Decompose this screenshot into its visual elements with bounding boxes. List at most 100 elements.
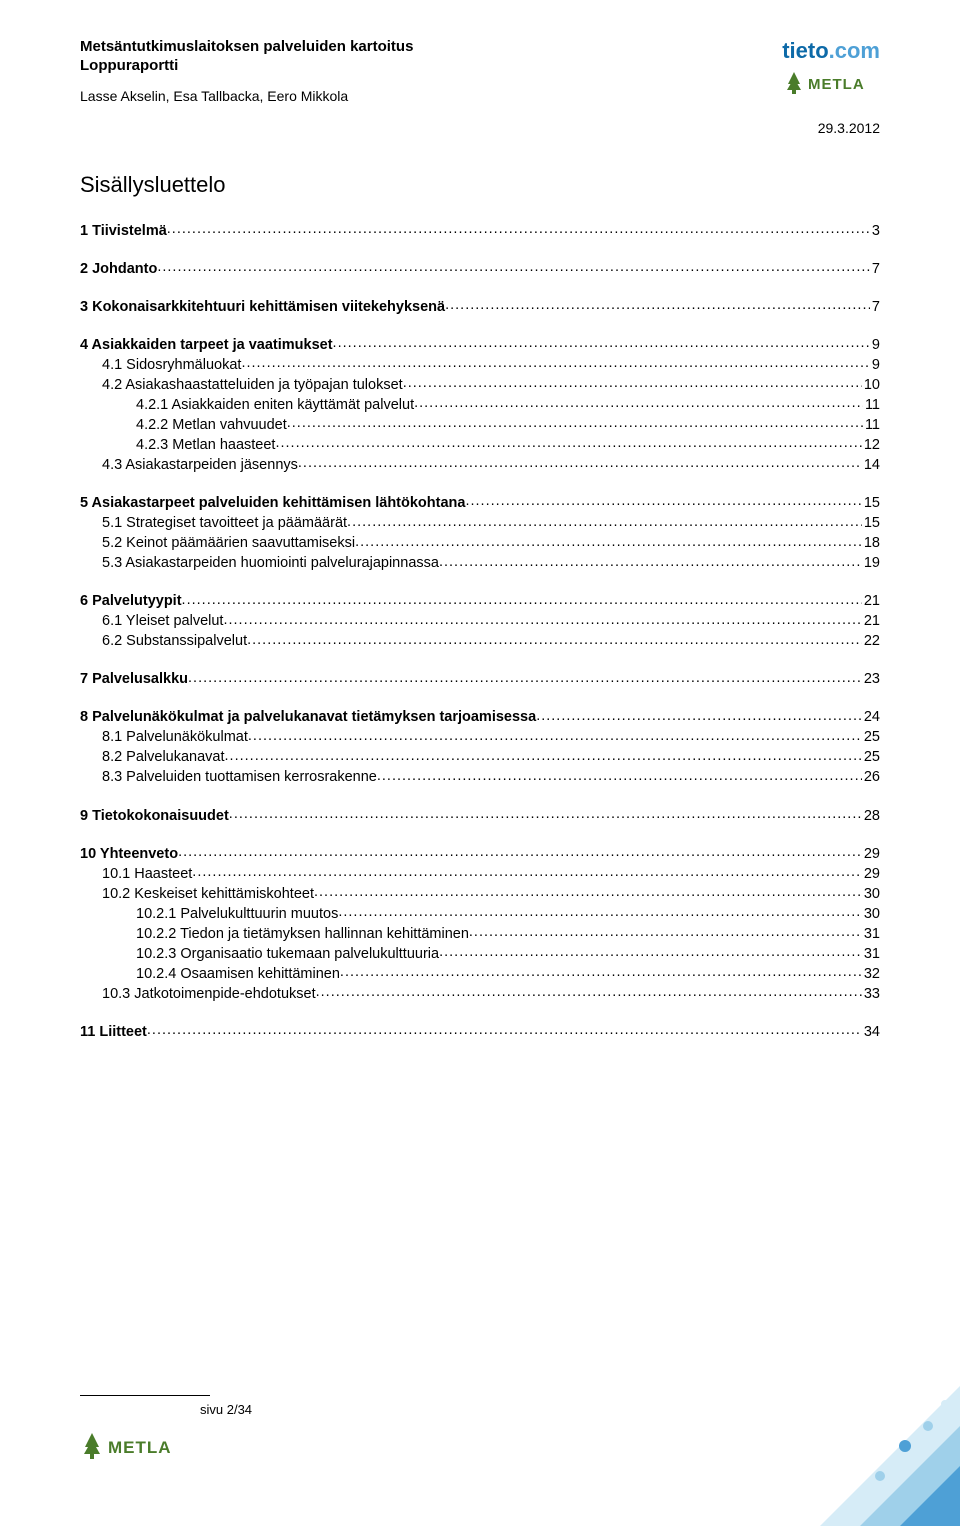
toc-entry: 11 Liitteet34 xyxy=(80,1021,880,1041)
toc-leader-dots xyxy=(275,434,861,449)
toc-leader-dots xyxy=(338,903,862,918)
toc-entry: 7 Palvelusalkku23 xyxy=(80,669,880,689)
toc-gap xyxy=(80,651,880,669)
toc-page: 26 xyxy=(862,768,880,787)
toc-gap xyxy=(80,316,880,334)
toc-leader-dots xyxy=(377,767,862,782)
metla-footer-text: METLA xyxy=(108,1438,172,1457)
toc-page: 23 xyxy=(862,670,880,689)
toc-page: 25 xyxy=(862,748,880,767)
toc-container: 1 Tiivistelmä32 Johdanto73 Kokonaisarkki… xyxy=(80,220,880,1042)
toc-entry: 10.2.3 Organisaatio tukemaan palvelukult… xyxy=(80,943,880,963)
toc-leader-dots xyxy=(188,669,862,684)
toc-label: 6.1 Yleiset palvelut xyxy=(102,612,223,631)
toc-leader-dots xyxy=(536,707,862,722)
toc-label: 10.2.2 Tiedon ja tietämyksen hallinnan k… xyxy=(136,925,469,944)
toc-label: 3 Kokonaisarkkitehtuuri kehittämisen vii… xyxy=(80,298,445,317)
toc-label: 5.3 Asiakastarpeiden huomiointi palvelur… xyxy=(102,554,439,573)
toc-page: 9 xyxy=(870,336,880,355)
toc-label: 10 Yhteenveto xyxy=(80,845,178,864)
toc-leader-dots xyxy=(469,923,862,938)
toc-page: 31 xyxy=(862,945,880,964)
toc-leader-dots xyxy=(225,747,862,762)
toc-label: 8 Palvelunäkökulmat ja palvelukanavat ti… xyxy=(80,708,536,727)
toc-gap xyxy=(80,1003,880,1021)
toc-page: 3 xyxy=(870,222,880,241)
toc-page: 31 xyxy=(862,925,880,944)
metla-footer-icon: METLA xyxy=(80,1431,190,1461)
toc-entry: 4.2.3 Metlan haasteet12 xyxy=(80,434,880,454)
toc-page: 10 xyxy=(862,376,880,395)
toc-label: 10.3 Jatkotoimenpide-ehdotukset xyxy=(102,985,316,1004)
toc-label: 10.1 Haasteet xyxy=(102,865,192,884)
metla-text: METLA xyxy=(808,76,865,93)
toc-entry: 6.2 Substanssipalvelut22 xyxy=(80,631,880,651)
header-left: Metsäntutkimuslaitoksen palveluiden kart… xyxy=(80,38,413,104)
toc-gap xyxy=(80,689,880,707)
toc-page: 11 xyxy=(863,396,880,415)
toc-page: 7 xyxy=(870,298,880,317)
toc-gap xyxy=(80,278,880,296)
toc-leader-dots xyxy=(241,354,869,369)
toc-leader-dots xyxy=(439,943,862,958)
toc-leader-dots xyxy=(167,220,870,235)
toc-page: 30 xyxy=(862,885,880,904)
toc-label: 2 Johdanto xyxy=(80,260,157,279)
toc-entry: 4.3 Asiakastarpeiden jäsennys14 xyxy=(80,454,880,474)
toc-gap xyxy=(80,787,880,805)
toc-page: 19 xyxy=(862,554,880,573)
toc-title: Sisällysluettelo xyxy=(80,172,880,198)
toc-page: 29 xyxy=(862,845,880,864)
tieto-logo: tieto.com xyxy=(782,38,880,64)
toc-label: 8.3 Palveluiden tuottamisen kerrosrakenn… xyxy=(102,768,377,787)
toc-label: 10.2 Keskeiset kehittämiskohteet xyxy=(102,885,314,904)
toc-page: 29 xyxy=(862,865,880,884)
toc-label: 6 Palvelutyypit xyxy=(80,592,182,611)
toc-entry: 5.3 Asiakastarpeiden huomiointi palvelur… xyxy=(80,553,880,573)
toc-page: 9 xyxy=(870,356,880,375)
toc-entry: 10.3 Jatkotoimenpide-ehdotukset33 xyxy=(80,983,880,1003)
toc-leader-dots xyxy=(248,727,862,742)
footer-rule xyxy=(80,1395,210,1396)
toc-entry: 10 Yhteenveto 29 xyxy=(80,843,880,863)
toc-entry: 2 Johdanto7 xyxy=(80,258,880,278)
toc-leader-dots xyxy=(247,631,862,646)
doc-title-2: Loppuraportti xyxy=(80,57,413,74)
toc-entry: 10.2 Keskeiset kehittämiskohteet 30 xyxy=(80,883,880,903)
toc-label: 4 Asiakkaiden tarpeet ja vaatimukset xyxy=(80,336,333,355)
metla-tree-icon: METLA xyxy=(784,70,880,96)
toc-page: 15 xyxy=(862,514,880,533)
toc-label: 11 Liitteet xyxy=(80,1023,147,1042)
toc-gap xyxy=(80,474,880,492)
toc-page: 15 xyxy=(862,494,880,513)
toc-leader-dots xyxy=(333,334,870,349)
toc-entry: 5.1 Strategiset tavoitteet ja päämäärät 1… xyxy=(80,513,880,533)
toc-page: 21 xyxy=(862,592,880,611)
toc-label: 4.1 Sidosryhmäluokat xyxy=(102,356,241,375)
toc-leader-dots xyxy=(347,513,862,528)
toc-leader-dots xyxy=(192,863,862,878)
toc-label: 4.2.2 Metlan vahvuudet xyxy=(136,416,287,435)
doc-date: 29.3.2012 xyxy=(818,120,880,136)
tieto-com-text: .com xyxy=(829,38,880,63)
toc-entry: 4 Asiakkaiden tarpeet ja vaatimukset 9 xyxy=(80,334,880,354)
toc-label: 10.2.3 Organisaatio tukemaan palvelukult… xyxy=(136,945,439,964)
toc-leader-dots xyxy=(229,805,862,820)
metla-logo-top: METLA xyxy=(782,70,880,101)
doc-authors: Lasse Akselin, Esa Tallbacka, Eero Mikko… xyxy=(80,88,413,104)
toc-entry: 10.2.2 Tiedon ja tietämyksen hallinnan k… xyxy=(80,923,880,943)
toc-entry: 8.1 Palvelunäkökulmat25 xyxy=(80,727,880,747)
toc-entry: 10.2.4 Osaamisen kehittäminen32 xyxy=(80,963,880,983)
toc-gap xyxy=(80,240,880,258)
toc-leader-dots xyxy=(414,394,863,409)
toc-label: 8.1 Palvelunäkökulmat xyxy=(102,728,248,747)
toc-leader-dots xyxy=(340,963,862,978)
toc-leader-dots xyxy=(439,553,862,568)
toc-page: 21 xyxy=(862,612,880,631)
toc-label: 5.1 Strategiset tavoitteet ja päämäärät xyxy=(102,514,347,533)
toc-entry: 5 Asiakastarpeet palveluiden kehittämise… xyxy=(80,492,880,512)
header-right: tieto.com METLA xyxy=(782,38,880,101)
toc-page: 24 xyxy=(862,708,880,727)
toc-entry: 3 Kokonaisarkkitehtuuri kehittämisen vii… xyxy=(80,296,880,316)
toc-page: 28 xyxy=(862,807,880,826)
